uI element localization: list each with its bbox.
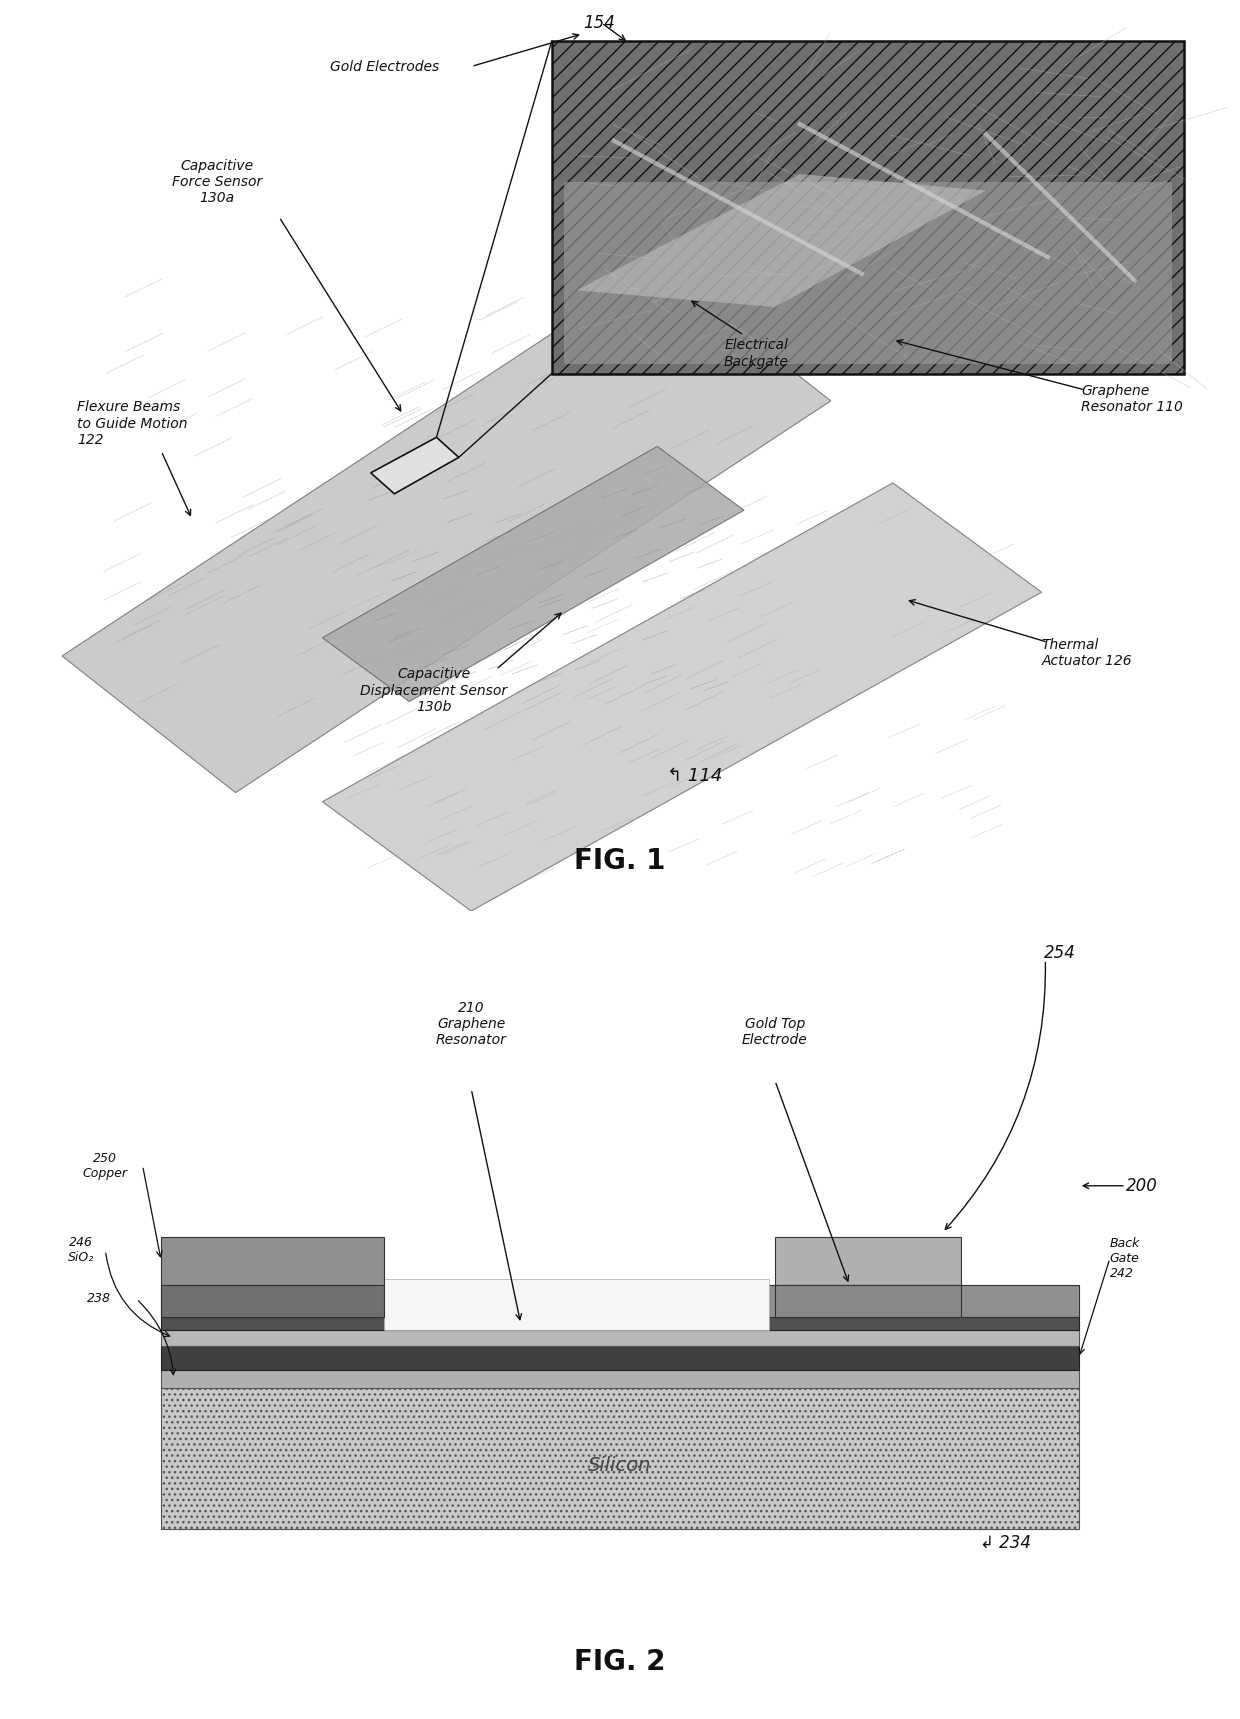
Text: 200: 200: [1126, 1178, 1158, 1195]
Bar: [775, 1236, 961, 1286]
Text: Capacitive
Displacement Sensor
130b: Capacitive Displacement Sensor 130b: [361, 667, 507, 713]
Bar: [161, 1286, 384, 1317]
Bar: [552, 41, 1184, 373]
Text: Flexure Beams
to Guide Motion
122: Flexure Beams to Guide Motion 122: [77, 401, 187, 447]
Bar: [161, 1236, 384, 1286]
Bar: [161, 1329, 1079, 1346]
Polygon shape: [322, 447, 744, 701]
Text: Thermal
Actuator 126: Thermal Actuator 126: [1042, 638, 1132, 669]
Text: 210
Graphene
Resonator: 210 Graphene Resonator: [435, 1000, 507, 1047]
Text: 254: 254: [1044, 944, 1076, 963]
Text: 246
SiO₂: 246 SiO₂: [67, 1236, 94, 1265]
Text: Graphene
Resonator 110: Graphene Resonator 110: [1081, 383, 1183, 414]
Bar: [161, 1387, 1079, 1530]
Text: Electrical
Backgate: Electrical Backgate: [724, 339, 789, 368]
Text: ↲ 234: ↲ 234: [980, 1533, 1030, 1552]
Text: 154: 154: [583, 14, 615, 31]
Text: FIG. 1: FIG. 1: [574, 847, 666, 875]
Polygon shape: [62, 265, 831, 792]
Polygon shape: [371, 437, 459, 493]
Text: Gold Electrodes: Gold Electrodes: [330, 60, 439, 74]
Polygon shape: [322, 483, 1042, 911]
Bar: [161, 1346, 1079, 1370]
Polygon shape: [577, 174, 986, 308]
Text: ↰ 114: ↰ 114: [667, 767, 722, 786]
Bar: [161, 1317, 1079, 1329]
Bar: [775, 1286, 961, 1317]
Bar: [384, 1279, 769, 1329]
Text: Back
Gate
242: Back Gate 242: [1110, 1238, 1140, 1281]
Text: Gold Top
Electrode: Gold Top Electrode: [742, 1018, 808, 1047]
Text: Silicon: Silicon: [588, 1456, 652, 1475]
Bar: [161, 1286, 1079, 1317]
Bar: [564, 182, 1172, 364]
Text: Capacitive
Force Sensor
130a: Capacitive Force Sensor 130a: [172, 160, 262, 205]
Text: FIG. 2: FIG. 2: [574, 1649, 666, 1676]
Text: 250
Copper: 250 Copper: [83, 1152, 128, 1179]
Bar: [161, 1370, 1079, 1387]
Text: 238: 238: [87, 1293, 112, 1305]
